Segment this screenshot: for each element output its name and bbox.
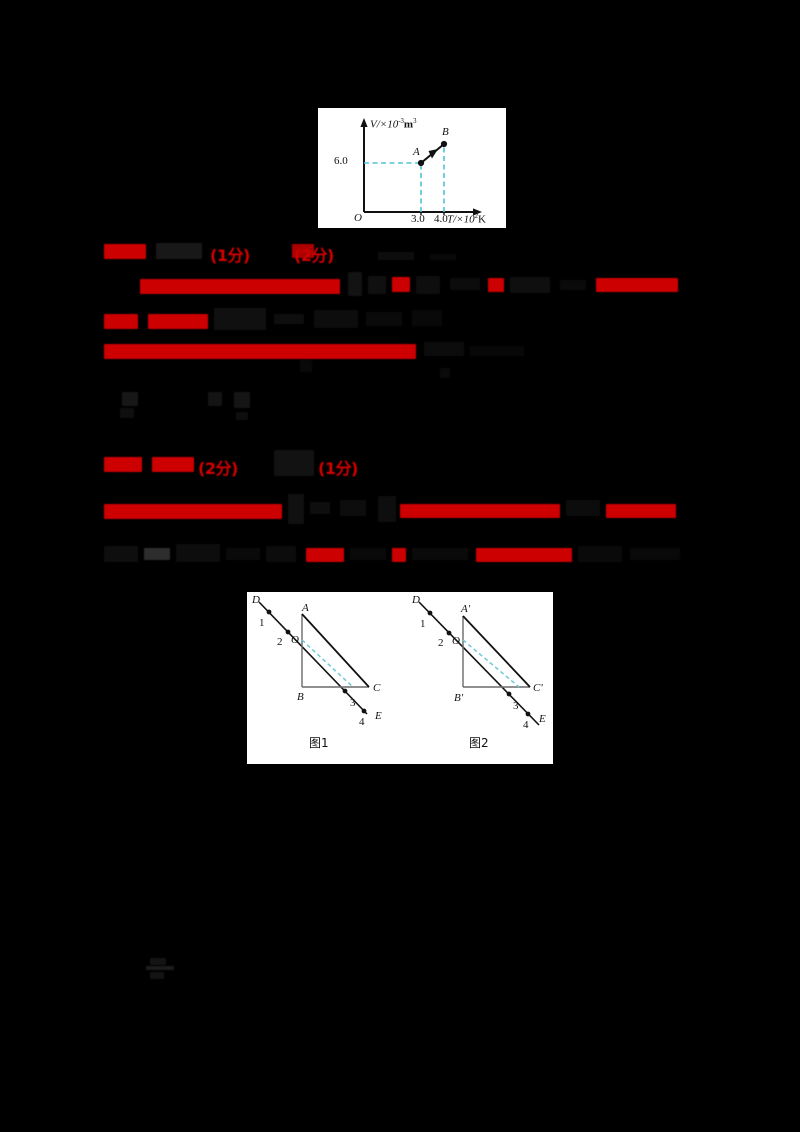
label-e-2: E: [538, 713, 546, 725]
label-3: 3: [350, 697, 356, 709]
ray-point-4: [361, 708, 367, 714]
label-3-2: 3: [513, 700, 519, 712]
label-1: 1: [259, 617, 265, 629]
ray-point-3-2: [506, 691, 512, 697]
data-point-a: [417, 159, 425, 167]
x-axis-label: T/×102K: [447, 213, 486, 226]
data-point-b: [440, 140, 448, 148]
point-label-b: B: [442, 126, 449, 138]
score-mark-1: (1分): [210, 246, 250, 265]
internal-ray-oc: [301, 639, 354, 688]
label-b-prime: B': [454, 692, 464, 704]
triangle-side-ac: [301, 613, 370, 688]
triangle-side-ac-2: [462, 615, 531, 688]
x-tick-label-4: 4.0: [434, 213, 448, 225]
ray-point-2: [285, 629, 291, 635]
ray-line-de-2: [418, 601, 540, 726]
y-axis-arrow: [360, 118, 368, 127]
label-d: D: [251, 594, 260, 606]
label-o: O: [291, 634, 299, 646]
label-d-2: D: [411, 594, 420, 606]
process-arrow-ab: [428, 149, 438, 159]
label-2-2: 2: [438, 637, 444, 649]
y-axis-label: V/×10-3m3: [370, 118, 417, 131]
score-mark-4: (1分): [318, 459, 358, 478]
ray-point-1-2: [427, 610, 433, 616]
figure-1-caption: 图1: [309, 736, 329, 750]
figure-1: D 1 2 3 4 E A O B C 图1: [251, 594, 382, 750]
ray-point-1: [266, 609, 272, 615]
label-4-2: 4: [523, 719, 529, 731]
ray-point-4-2: [525, 711, 531, 717]
geometry-figures-panel: D 1 2 3 4 E A O B C 图1: [247, 592, 553, 764]
label-1-2: 1: [420, 618, 426, 630]
x-tick-label-3: 3.0: [411, 213, 425, 225]
label-2: 2: [277, 636, 283, 648]
point-label-a: A: [413, 146, 420, 158]
label-b: B: [297, 691, 304, 703]
vt-chart-panel: V/×10-3m3 T/×102K O 6.0 3.0 4.0 A B: [318, 108, 506, 228]
figure-2-caption: 图2: [469, 736, 489, 750]
y-tick-label-6: 6.0: [334, 155, 348, 167]
geometry-figures-svg: D 1 2 3 4 E A O B C 图1: [251, 594, 546, 750]
label-c: C: [373, 682, 381, 694]
figure-2: D 1 2 3 4 E A' O B' C' 图2: [411, 594, 546, 750]
label-a-prime: A': [460, 603, 471, 615]
label-4: 4: [359, 716, 365, 728]
vt-chart-svg: [360, 118, 482, 216]
x-axis-arrow: [473, 208, 482, 216]
label-a: A: [301, 602, 309, 614]
ray-point-2-2: [446, 630, 452, 636]
label-c-prime: C': [533, 682, 543, 694]
ray-line-de: [258, 601, 368, 715]
score-mark-3: (2分): [198, 459, 238, 478]
label-o-2: O: [452, 635, 460, 647]
label-e: E: [374, 710, 382, 722]
ray-point-3: [342, 688, 348, 694]
vt-chart: V/×10-3m3 T/×102K O 6.0 3.0 4.0 A B: [318, 108, 506, 228]
origin-label: O: [354, 212, 362, 224]
internal-ray-oc-2: [462, 639, 520, 688]
